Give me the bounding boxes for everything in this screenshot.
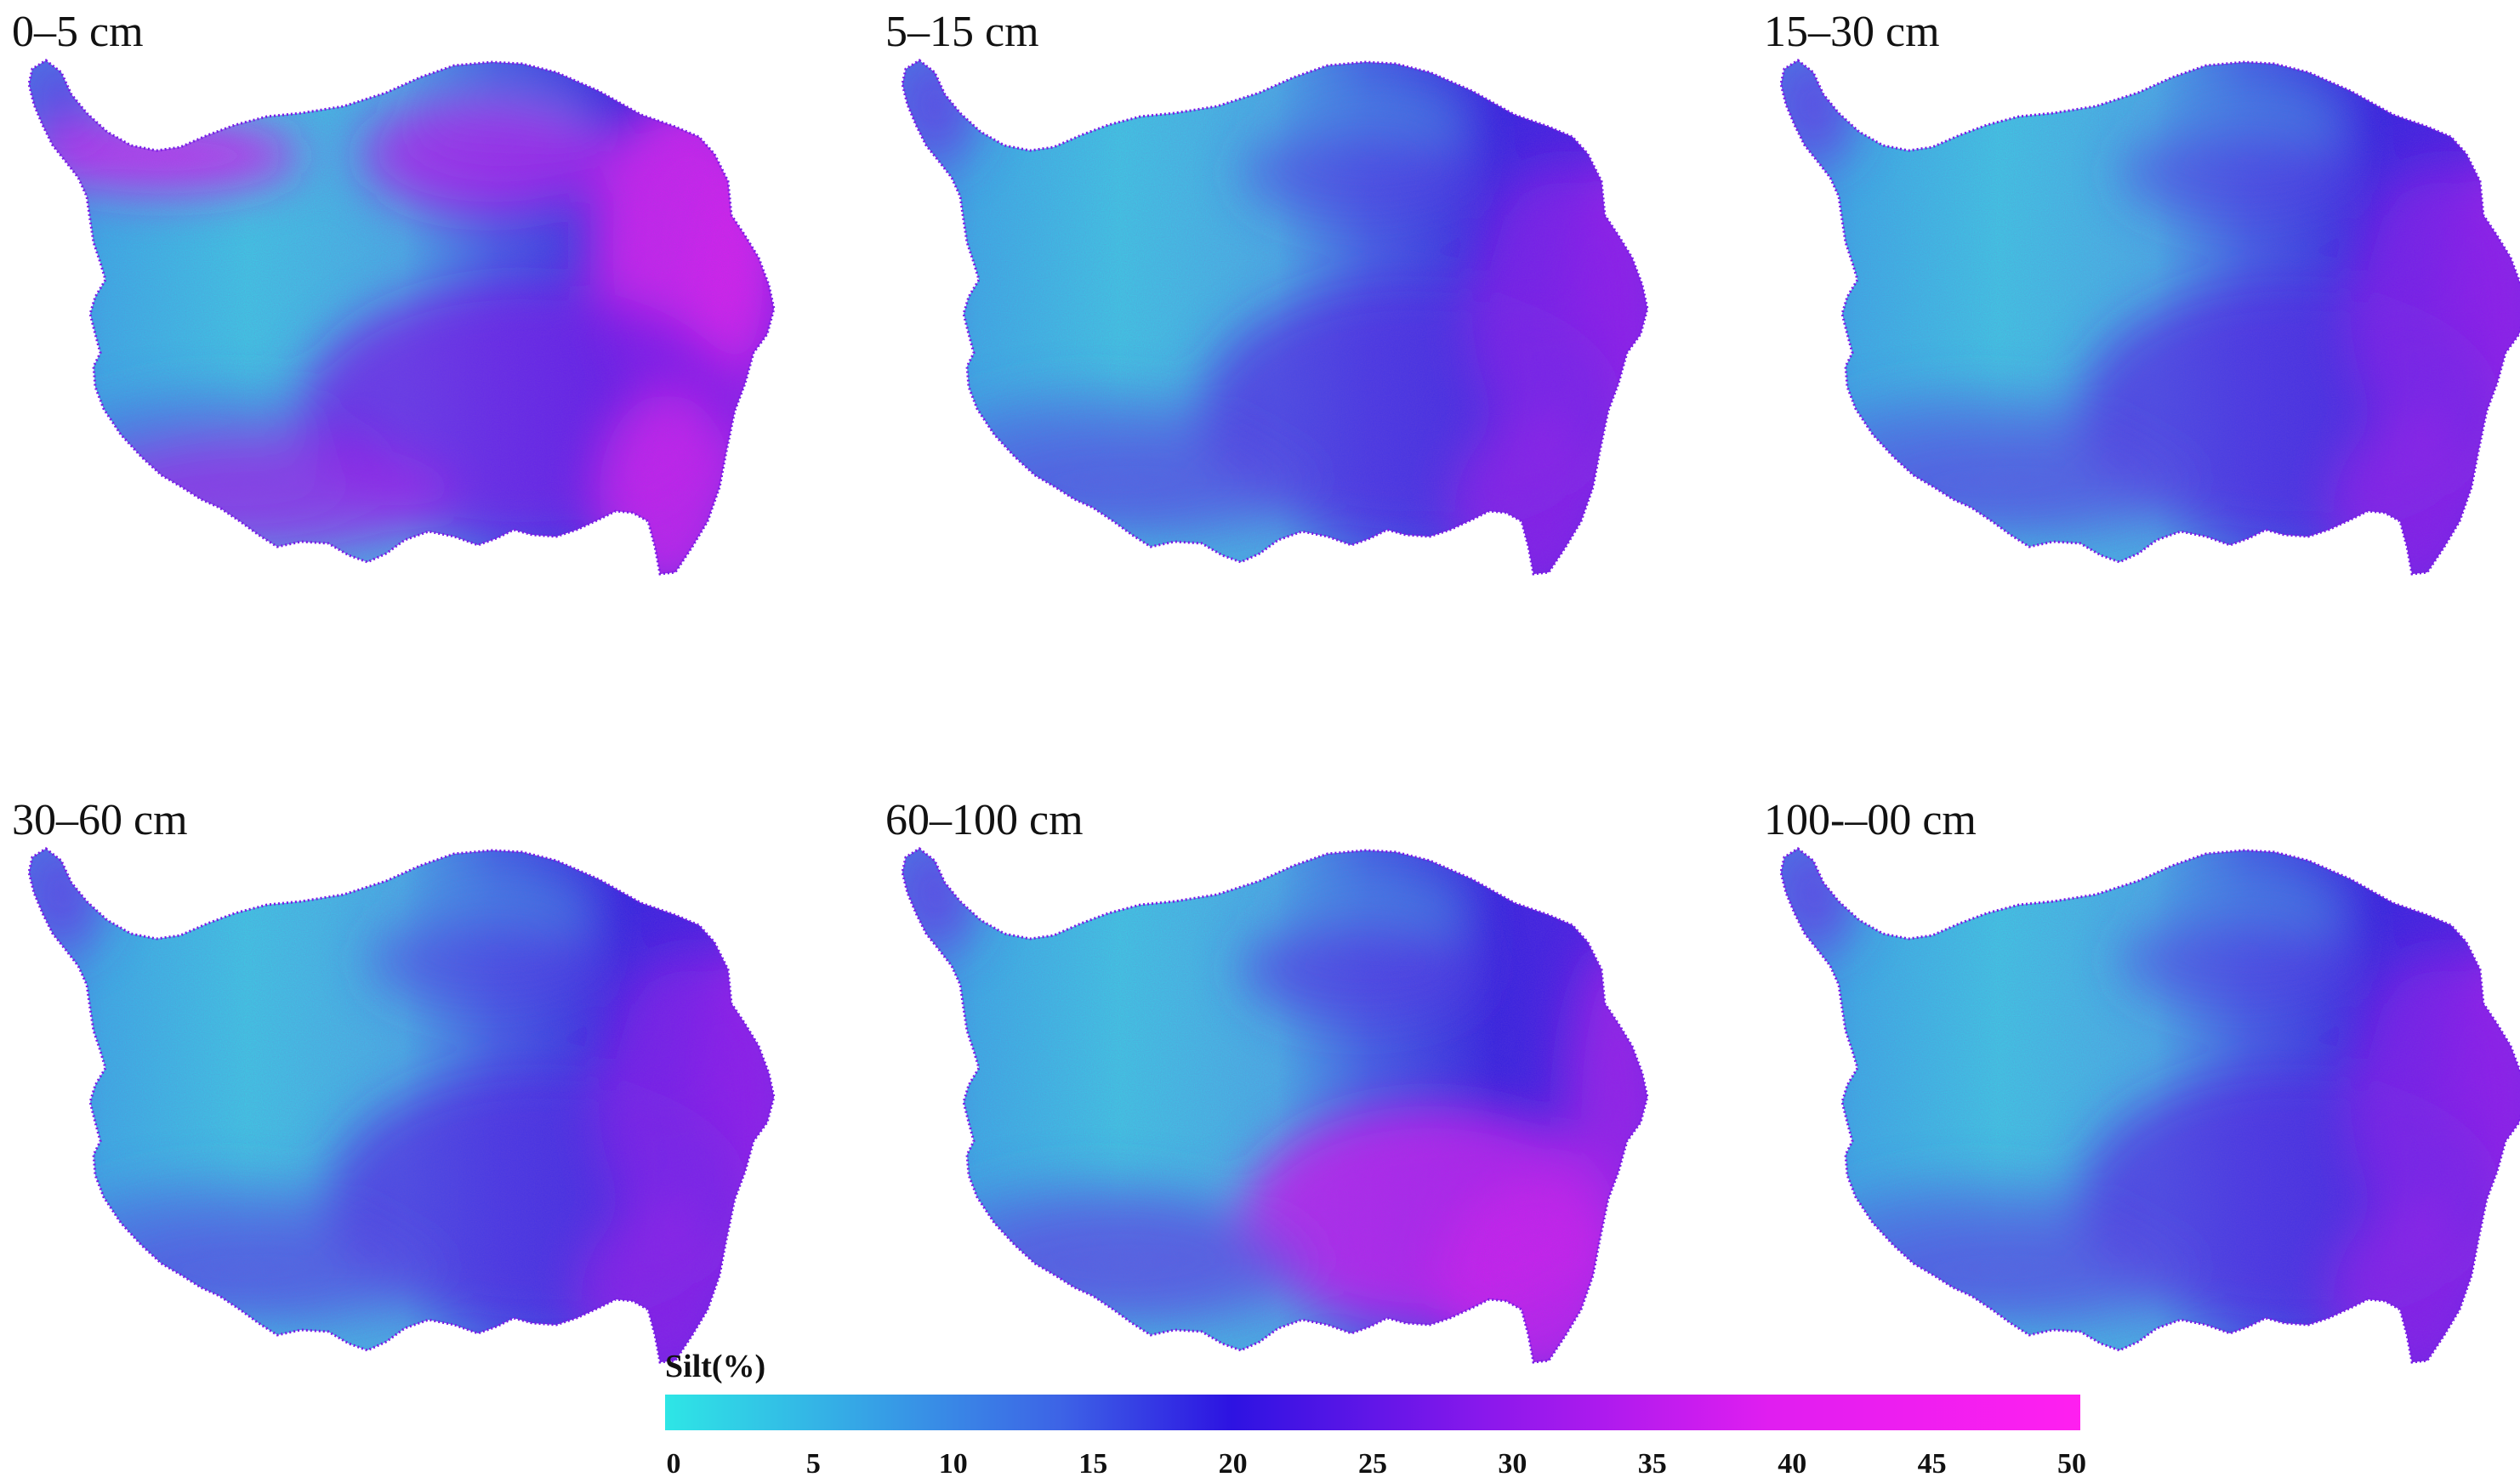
map-panel-100-200cm: 100-–00 cm bbox=[1764, 795, 2520, 1407]
map-panel-15-30cm: 15–30 cm bbox=[1764, 7, 2520, 619]
silt-map bbox=[1779, 59, 2520, 576]
colorbar-tick-label: 25 bbox=[1358, 1448, 1387, 1480]
colorbar-tick-label: 20 bbox=[1218, 1448, 1248, 1480]
map-panel-30-60cm: 30–60 cm bbox=[12, 795, 811, 1407]
colorbar-tick-label: 5 bbox=[805, 1448, 821, 1480]
panel-title: 60–100 cm bbox=[885, 796, 1084, 844]
panel-title: 30–60 cm bbox=[12, 796, 188, 844]
silt-map bbox=[901, 847, 1649, 1364]
map-fill bbox=[902, 60, 1647, 574]
silt-map bbox=[901, 59, 1649, 576]
legend-title: Silt(%) bbox=[665, 1349, 766, 1384]
plateau-outline bbox=[901, 59, 1649, 576]
colorbar-tick-label: 45 bbox=[1917, 1448, 1947, 1480]
panel-title: 15–30 cm bbox=[1764, 8, 1940, 56]
plateau-outline bbox=[901, 847, 1649, 1364]
silt-map bbox=[27, 59, 776, 576]
map-fill bbox=[1781, 60, 2520, 574]
map-fill bbox=[29, 849, 774, 1362]
colorbar-tick-label: 0 bbox=[666, 1448, 681, 1480]
colorbar-tick-label: 35 bbox=[1637, 1448, 1667, 1480]
silt-map bbox=[27, 847, 776, 1364]
colorbar-legend: Silt(%) 0 5 10 15 20 25 30 35 40 45 50 bbox=[662, 1348, 2108, 1483]
plateau-outline bbox=[1779, 847, 2520, 1364]
silt-map bbox=[1779, 847, 2520, 1364]
colorbar-tick-label: 50 bbox=[2057, 1448, 2086, 1480]
map-panel-0-5cm: 0–5 cm bbox=[12, 7, 811, 619]
colorbar-tick-label: 30 bbox=[1498, 1448, 1527, 1480]
colorbar bbox=[665, 1395, 2080, 1430]
colorbar-tick-label: 15 bbox=[1078, 1448, 1108, 1480]
map-fill bbox=[1781, 849, 2520, 1362]
panel-title: 5–15 cm bbox=[885, 8, 1039, 56]
plateau-outline bbox=[27, 59, 776, 576]
map-panel-60-100cm: 60–100 cm bbox=[885, 795, 1685, 1407]
panel-title: 100-–00 cm bbox=[1764, 796, 1977, 844]
colorbar-tick-label: 40 bbox=[1778, 1448, 1807, 1480]
panel-title: 0–5 cm bbox=[12, 8, 144, 56]
colorbar-tick-label: 10 bbox=[938, 1448, 968, 1480]
map-panel-5-15cm: 5–15 cm bbox=[885, 7, 1685, 619]
plateau-outline bbox=[27, 847, 776, 1364]
plateau-outline bbox=[1779, 59, 2520, 576]
map-fill bbox=[29, 60, 774, 574]
map-fill bbox=[902, 849, 1647, 1362]
